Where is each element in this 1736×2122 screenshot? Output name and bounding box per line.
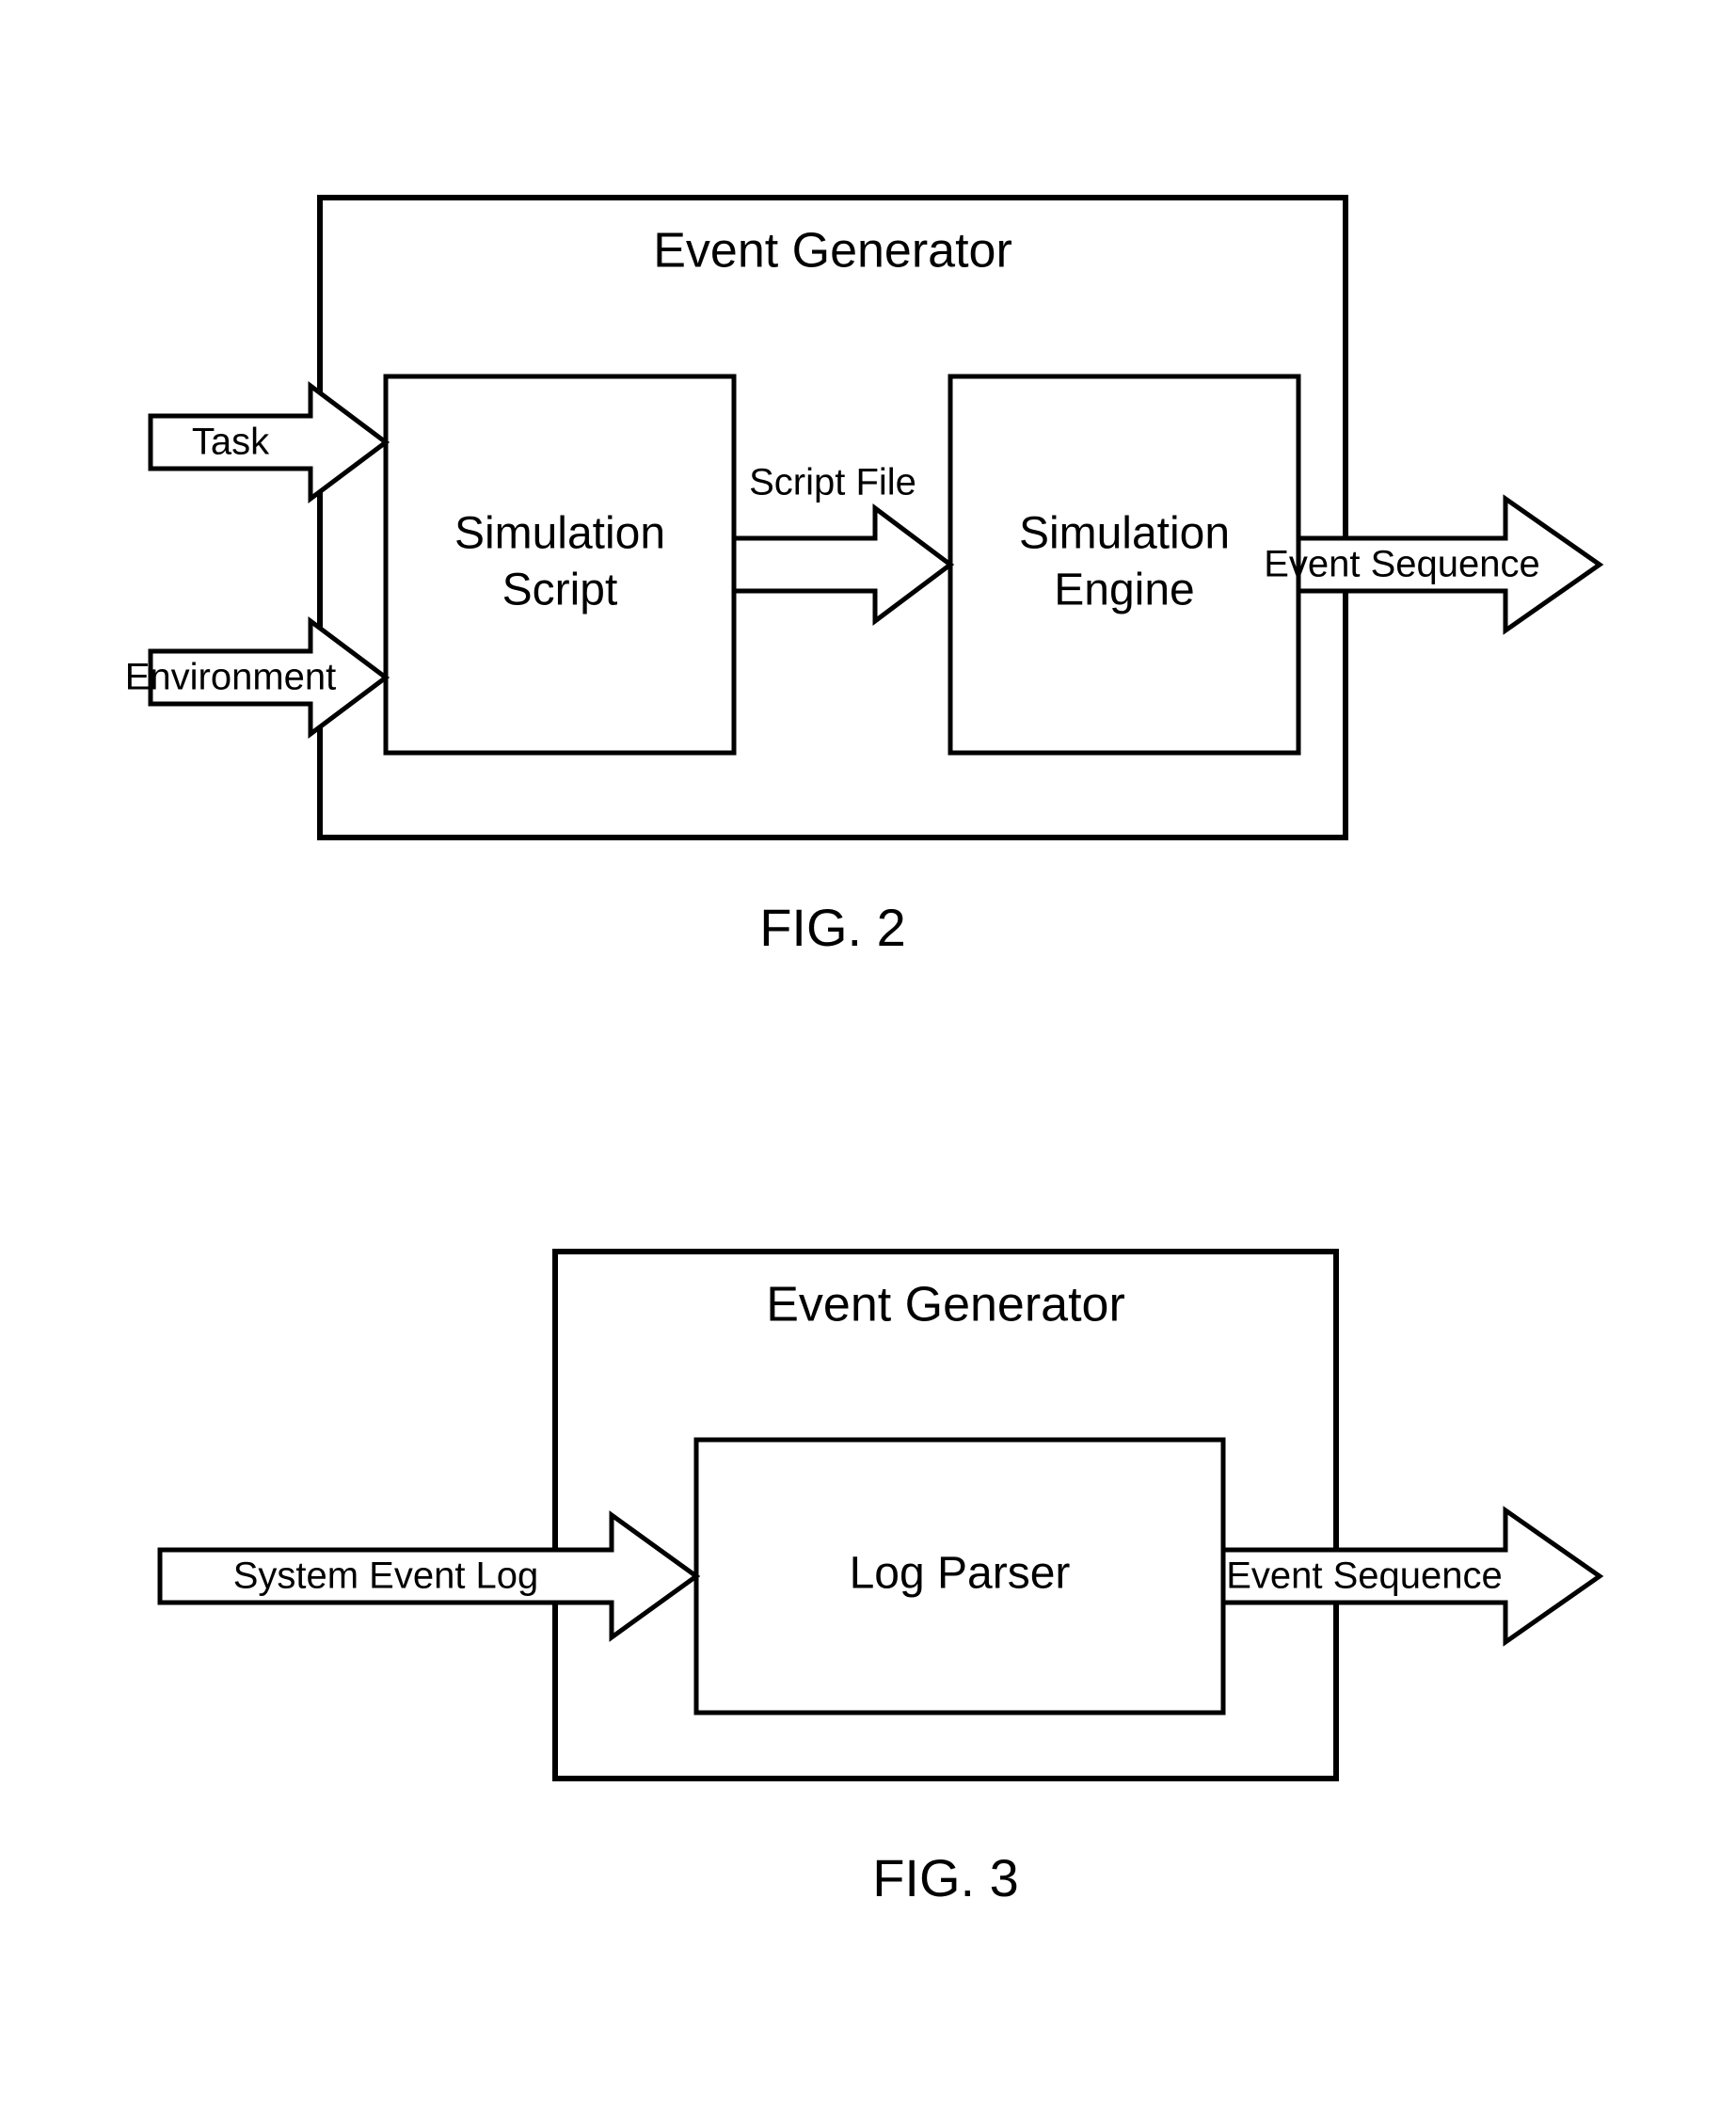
fig2-environment-arrow-label: Environment xyxy=(125,657,337,698)
fig2-simulation-script-label1: Simulation xyxy=(454,509,665,559)
fig3-event-generator-title: Event Generator xyxy=(766,1278,1125,1332)
fig2-simulation-engine-label2: Engine xyxy=(1054,566,1194,615)
fig3-log-parser-label: Log Parser xyxy=(850,1549,1071,1599)
fig2-script-file-arrow-label: Script File xyxy=(749,462,916,503)
fig2-event-generator-title: Event Generator xyxy=(653,224,1012,279)
fig3-event-sequence-arrow-label: Event Sequence xyxy=(1226,1556,1503,1597)
fig2-simulation-engine-label1: Simulation xyxy=(1019,509,1230,559)
fig2-simulation-script-label2: Script xyxy=(502,566,618,615)
fig3-caption: FIG. 3 xyxy=(872,1848,1019,1907)
fig2-task-arrow-label: Task xyxy=(192,422,270,463)
fig2-caption: FIG. 2 xyxy=(759,898,906,957)
fig2-event-sequence-arrow-label: Event Sequence xyxy=(1264,544,1540,585)
fig3-system-event-log-arrow-label: System Event Log xyxy=(233,1556,539,1597)
